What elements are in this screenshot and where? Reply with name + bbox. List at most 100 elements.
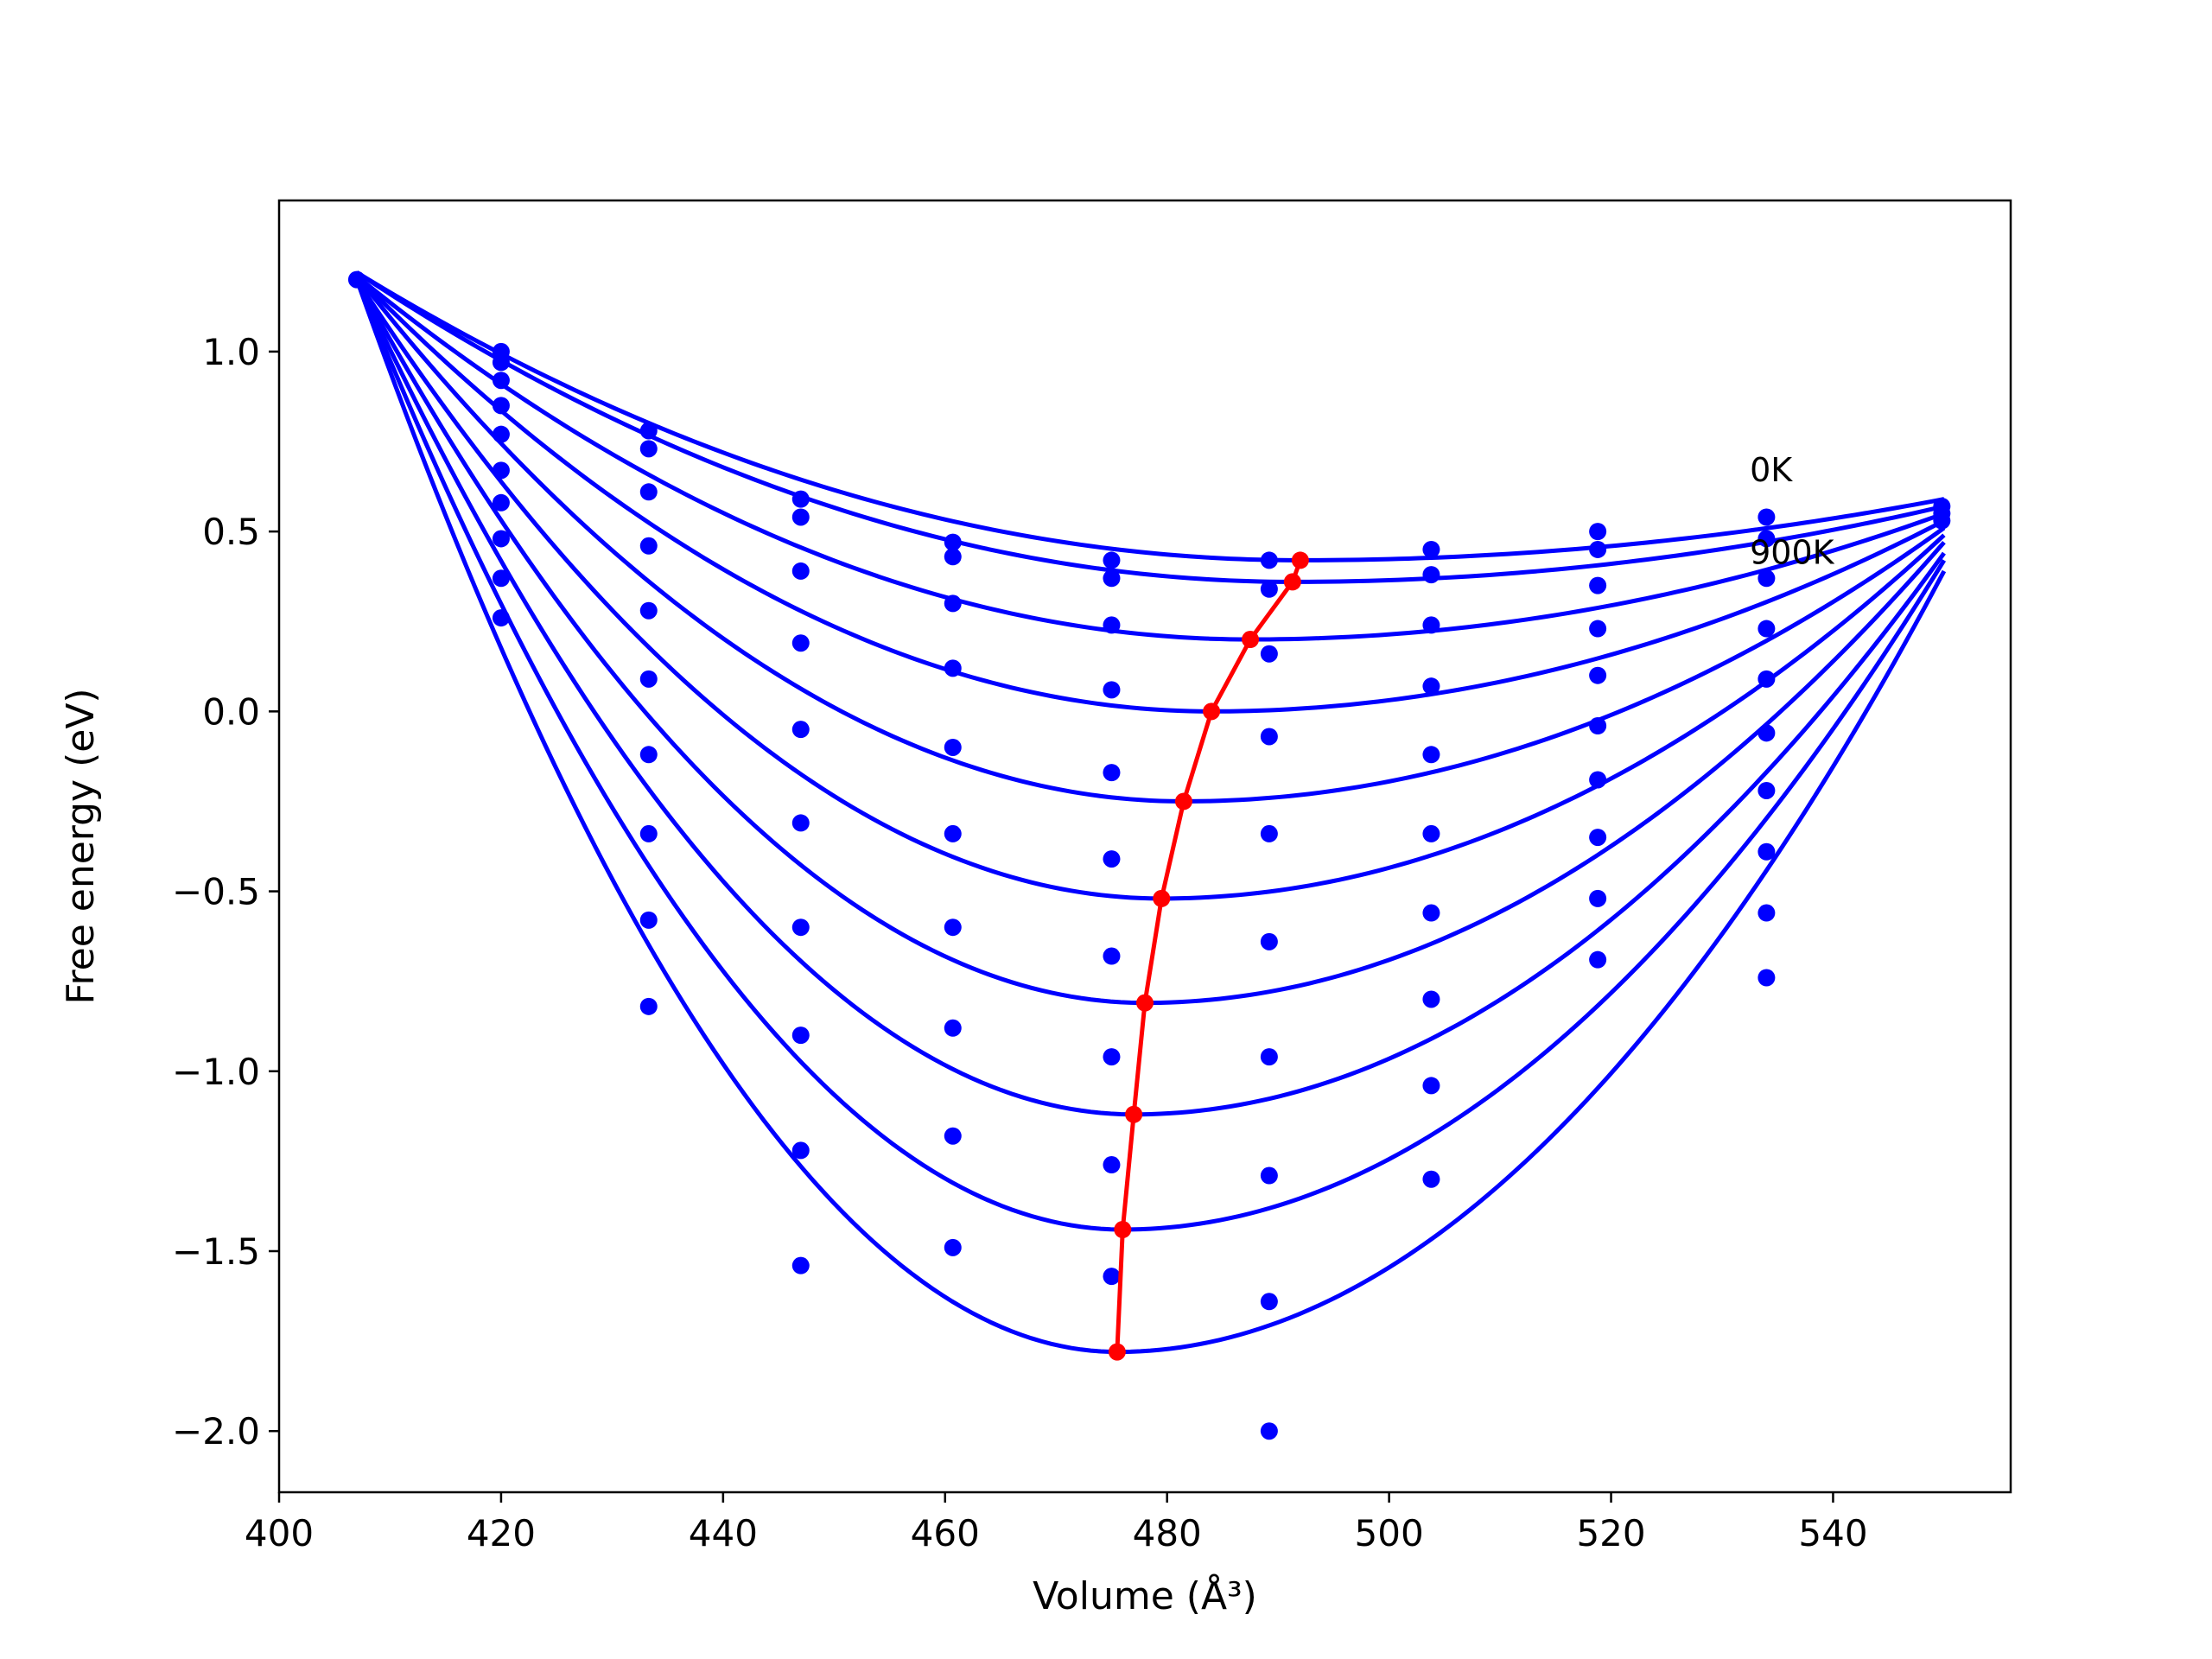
equilibrium-point-7 xyxy=(1125,1105,1143,1123)
data-point-82 xyxy=(1758,530,1776,548)
data-point-65 xyxy=(1422,746,1440,764)
data-point-62 xyxy=(1422,566,1440,584)
data-point-89 xyxy=(1758,904,1776,922)
data-point-67 xyxy=(1422,904,1440,922)
data-point-16 xyxy=(639,670,658,688)
data-point-15 xyxy=(639,601,658,620)
data-point-66 xyxy=(1422,824,1440,842)
data-point-27 xyxy=(791,918,810,937)
data-point-73 xyxy=(1589,576,1607,594)
y-tick-label-0: −2.0 xyxy=(172,1410,260,1452)
data-point-33 xyxy=(944,594,962,613)
data-point-22 xyxy=(791,508,810,526)
data-point-13 xyxy=(639,483,658,501)
x-tick-label-1: 420 xyxy=(467,1512,536,1554)
data-point-88 xyxy=(1758,842,1776,861)
fit-curve-3 xyxy=(355,274,1946,714)
annotation-1: 900K xyxy=(1750,534,1835,572)
data-point-93 xyxy=(1933,512,1951,530)
data-point-37 xyxy=(944,918,962,937)
data-point-48 xyxy=(1103,1048,1121,1066)
annotation-0: 0K xyxy=(1750,451,1793,489)
data-point-41 xyxy=(1103,551,1121,569)
data-point-44 xyxy=(1103,681,1121,699)
equilibrium-point-8 xyxy=(1114,1221,1132,1239)
data-point-21 xyxy=(791,490,810,508)
y-tick-label-4: 0.0 xyxy=(202,690,260,733)
x-tick-label-5: 500 xyxy=(1355,1512,1424,1554)
equilibrium-point-2 xyxy=(1242,631,1260,649)
data-point-29 xyxy=(791,1141,810,1160)
data-point-43 xyxy=(1103,616,1121,634)
data-point-71 xyxy=(1589,523,1607,541)
data-point-53 xyxy=(1260,645,1278,663)
data-point-39 xyxy=(944,1127,962,1145)
fit-curve-1 xyxy=(355,270,1945,584)
data-point-56 xyxy=(1260,932,1278,950)
data-point-40 xyxy=(944,1238,962,1256)
data-point-51 xyxy=(1260,551,1278,569)
data-point-25 xyxy=(791,721,810,739)
data-point-8 xyxy=(492,530,510,548)
equilibrium-line xyxy=(1115,559,1303,1352)
equilibrium-point-0 xyxy=(1291,551,1309,569)
data-point-84 xyxy=(1758,620,1776,638)
data-point-14 xyxy=(639,537,658,555)
equilibrium-point-6 xyxy=(1136,994,1154,1012)
data-point-57 xyxy=(1260,1048,1278,1066)
data-point-38 xyxy=(944,1019,962,1037)
y-tick-label-6: 1.0 xyxy=(202,331,260,373)
data-point-32 xyxy=(944,548,962,566)
data-point-76 xyxy=(1589,716,1607,734)
data-point-83 xyxy=(1758,569,1776,588)
data-point-30 xyxy=(791,1256,810,1274)
data-point-45 xyxy=(1103,764,1121,782)
data-point-31 xyxy=(944,533,962,551)
data-point-68 xyxy=(1422,990,1440,1008)
fit-curve-9 xyxy=(354,278,1947,1355)
data-point-69 xyxy=(1422,1077,1440,1095)
equilibrium-point-1 xyxy=(1283,573,1301,591)
data-point-7 xyxy=(492,493,510,512)
data-point-42 xyxy=(1103,569,1121,588)
y-axis-label: Free energy (eV) xyxy=(59,688,103,1004)
data-point-86 xyxy=(1758,724,1776,742)
data-point-28 xyxy=(791,1027,810,1045)
x-tick-label-6: 520 xyxy=(1576,1512,1645,1554)
x-tick-label-4: 480 xyxy=(1133,1512,1202,1554)
data-point-10 xyxy=(492,609,510,627)
data-point-9 xyxy=(492,569,510,588)
fit-curve-4 xyxy=(354,274,1946,804)
x-axis-label: Volume (Å³) xyxy=(1033,1573,1257,1618)
data-point-63 xyxy=(1422,616,1440,634)
fit-curve-5 xyxy=(354,278,1946,901)
axes: 400 420 440 460 480 500 520 540 −2.0 −1.5 −1.0 −0.5… xyxy=(172,199,2012,1554)
data-point-12 xyxy=(639,440,658,458)
data-point-85 xyxy=(1758,670,1776,688)
data-point-0 xyxy=(347,270,365,289)
data-point-75 xyxy=(1589,666,1607,684)
fit-curve-7 xyxy=(354,278,1946,1117)
equilibrium-point-3 xyxy=(1203,702,1221,721)
data-point-49 xyxy=(1103,1156,1121,1174)
data-point-34 xyxy=(944,659,962,677)
y-tick-label-1: −1.5 xyxy=(172,1230,260,1273)
data-point-64 xyxy=(1422,677,1440,696)
data-point-5 xyxy=(492,425,510,443)
data-point-19 xyxy=(639,911,658,929)
data-point-70 xyxy=(1422,1170,1440,1188)
data-point-78 xyxy=(1589,829,1607,847)
data-point-79 xyxy=(1589,889,1607,907)
y-tick-label-5: 0.5 xyxy=(202,511,260,553)
x-tick-label-7: 540 xyxy=(1798,1512,1867,1554)
data-point-23 xyxy=(791,562,810,580)
data-point-35 xyxy=(944,738,962,756)
axes-frame xyxy=(277,199,2012,1494)
data-point-6 xyxy=(492,461,510,480)
data-point-4 xyxy=(492,397,510,415)
equilibrium-point-5 xyxy=(1153,889,1171,907)
data-point-26 xyxy=(791,814,810,832)
data-point-87 xyxy=(1758,781,1776,799)
